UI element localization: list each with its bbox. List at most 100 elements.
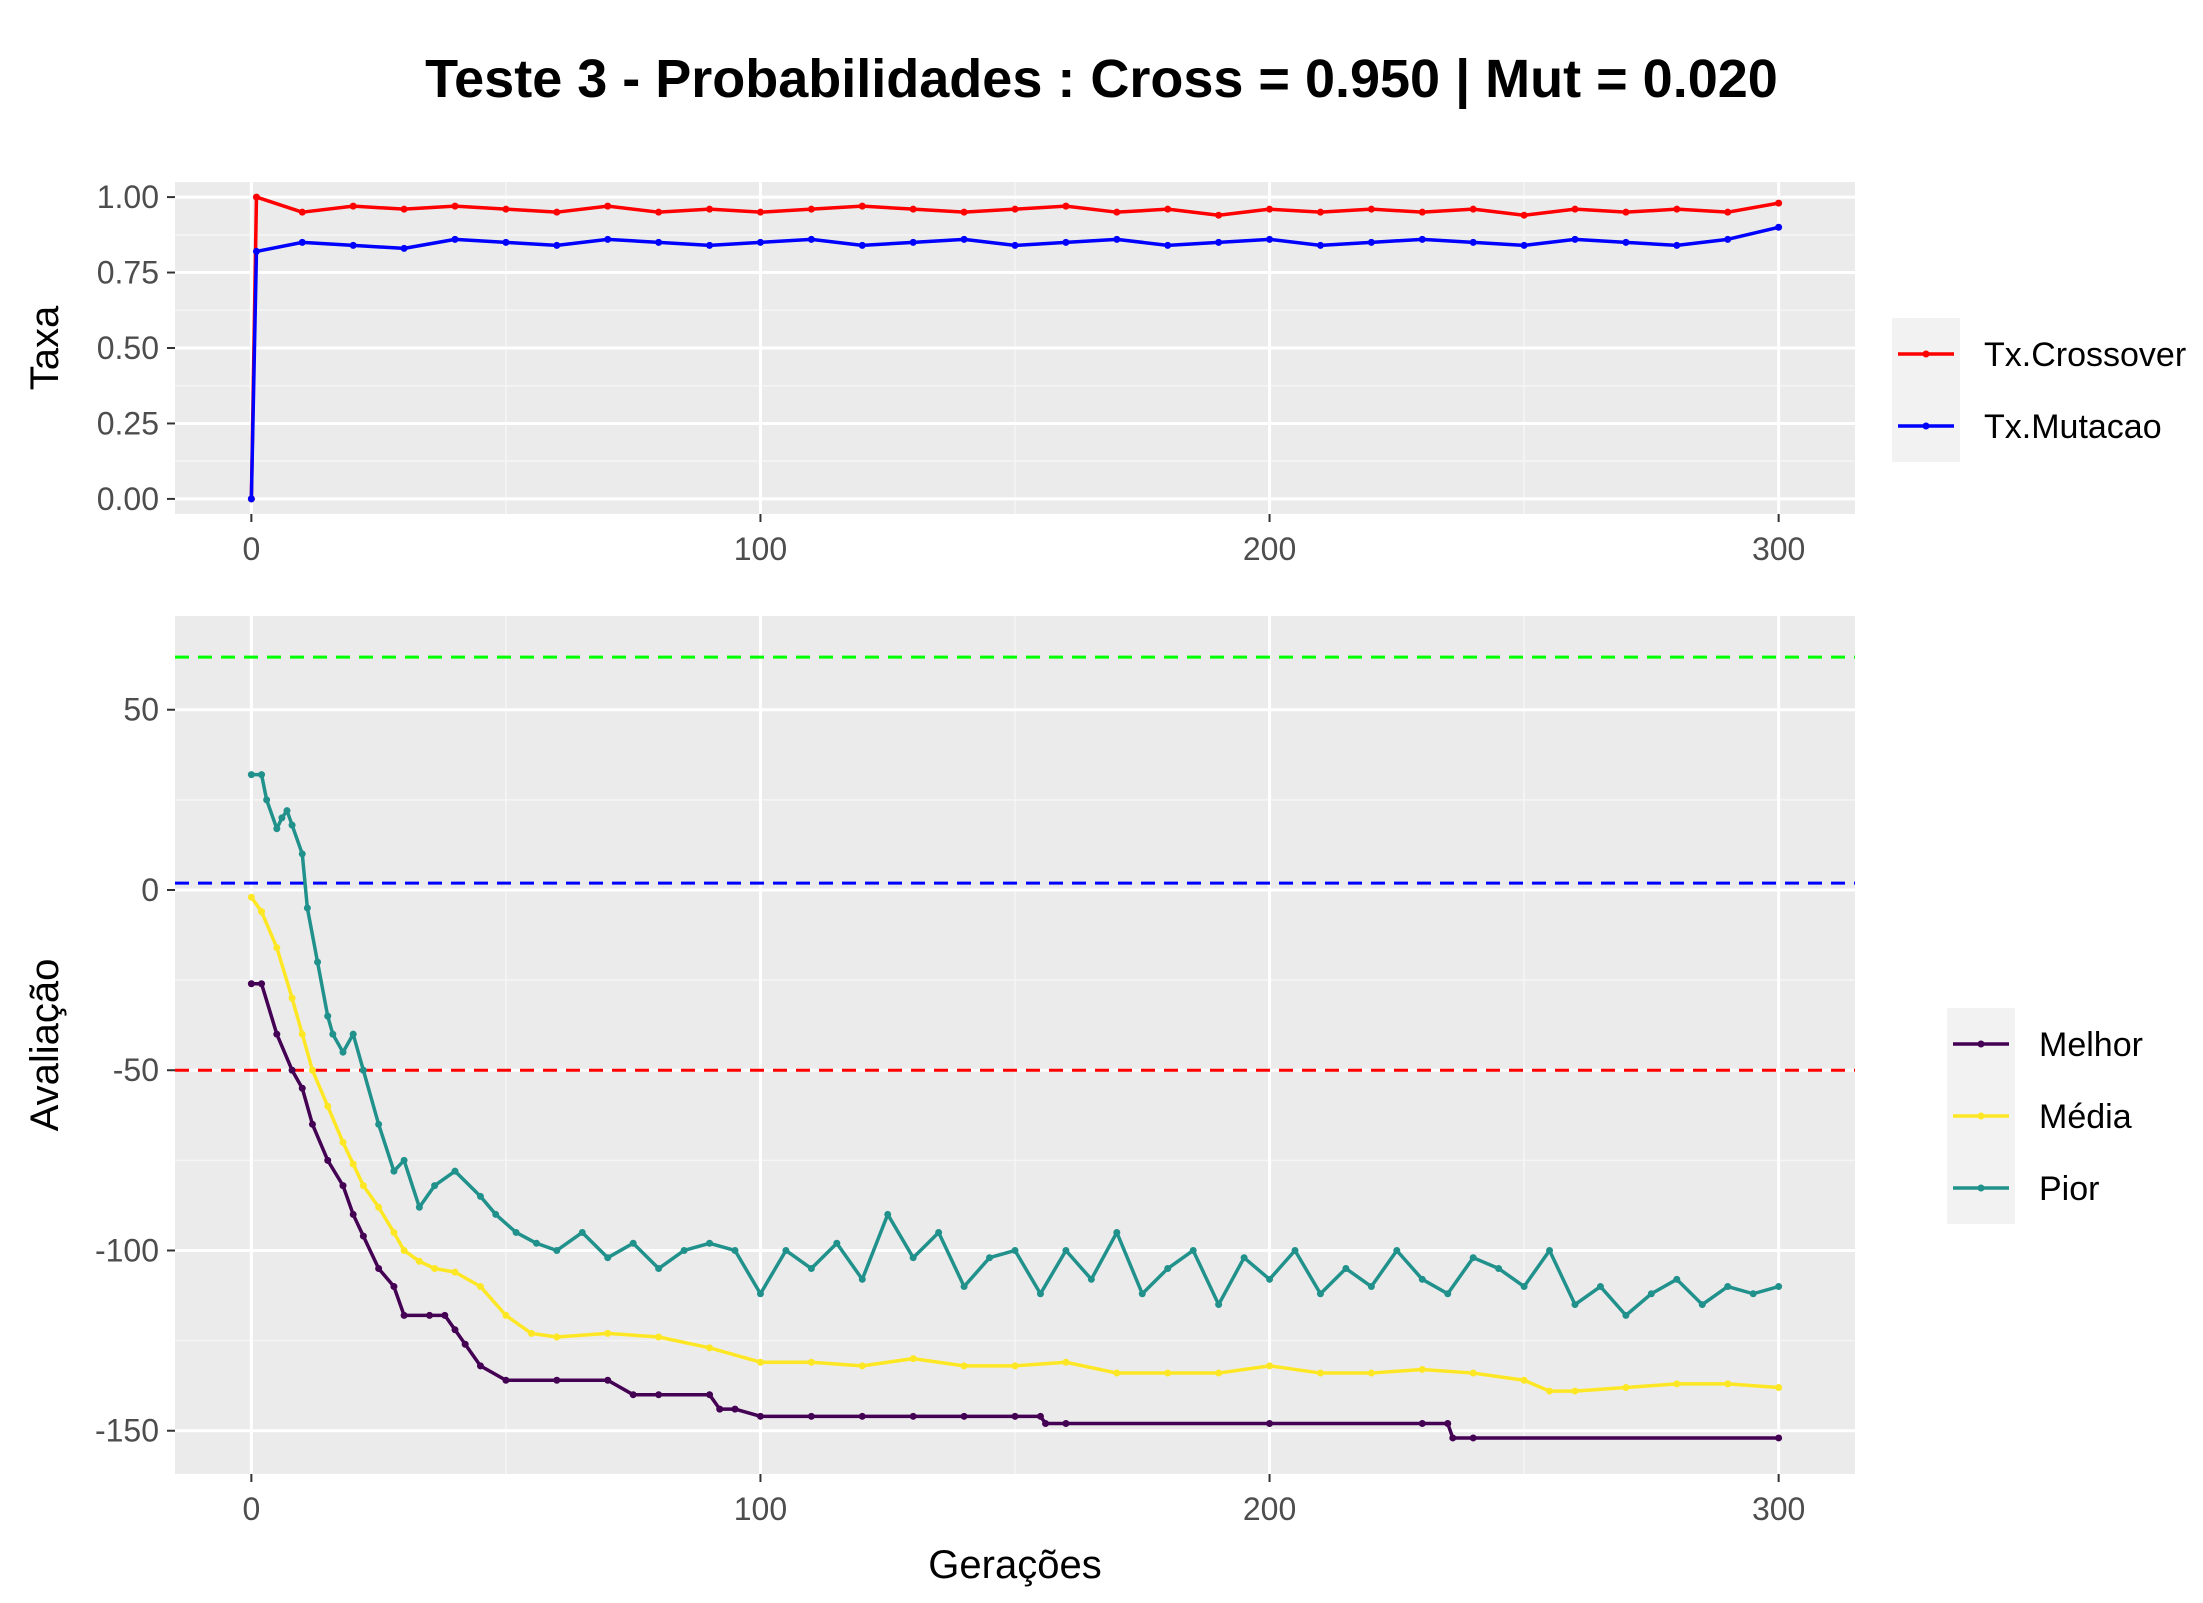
data-point [1775, 199, 1783, 207]
data-point [314, 958, 322, 966]
data-point [1724, 235, 1732, 243]
data-point [492, 1210, 500, 1218]
data-point [1036, 1412, 1044, 1420]
data-point [375, 1203, 383, 1211]
data-point [858, 1412, 866, 1420]
x-tick-label: 300 [1752, 1491, 1805, 1527]
data-point [1011, 241, 1019, 249]
data-point [1393, 1246, 1401, 1254]
data-point [716, 1405, 724, 1413]
data-point [553, 1376, 561, 1384]
data-point [655, 1333, 663, 1341]
data-point [1469, 1434, 1477, 1442]
data-point [502, 1376, 510, 1384]
x-tick-label: 300 [1752, 531, 1805, 567]
data-point [339, 1138, 347, 1146]
x-axis-title: Gerações [928, 1543, 1101, 1587]
data-point [1444, 1290, 1452, 1298]
data-point [782, 1246, 790, 1254]
data-point [400, 1156, 408, 1164]
data-point [1444, 1420, 1452, 1428]
data-point [1164, 205, 1172, 213]
data-point [273, 825, 281, 833]
y-axis-title: Taxa [23, 305, 67, 390]
data-point [1724, 208, 1732, 216]
data-point [308, 1066, 316, 1074]
data-point [960, 1412, 968, 1420]
data-point [960, 208, 968, 216]
data-point [553, 241, 561, 249]
data-point [1775, 1434, 1783, 1442]
data-point [1469, 205, 1477, 213]
data-point [706, 205, 714, 213]
data-point [1042, 1420, 1050, 1428]
data-point [375, 1120, 383, 1128]
data-point [1647, 1290, 1655, 1298]
data-point [451, 235, 459, 243]
data-point [756, 1412, 764, 1420]
data-point [390, 1283, 398, 1291]
data-point [884, 1210, 892, 1218]
data-point [258, 980, 266, 988]
x-tick-label: 100 [734, 531, 787, 567]
data-point [247, 893, 255, 901]
data-point [1316, 1290, 1324, 1298]
y-tick-label: 0.50 [97, 330, 159, 366]
data-point [1775, 1283, 1783, 1291]
data-point [252, 247, 260, 255]
data-point [283, 807, 291, 815]
data-point [390, 1228, 398, 1236]
data-point [1011, 1362, 1019, 1370]
data-point [553, 1333, 561, 1341]
data-point [1546, 1246, 1554, 1254]
data-point [288, 994, 296, 1002]
data-point [400, 205, 408, 213]
data-point [349, 1210, 357, 1218]
data-point [680, 1246, 688, 1254]
data-point [1520, 1283, 1528, 1291]
data-point [604, 1329, 612, 1337]
data-point [604, 1254, 612, 1262]
data-point [1775, 223, 1783, 231]
data-point [1418, 235, 1426, 243]
data-point [349, 202, 357, 210]
data-point [1062, 1246, 1070, 1254]
data-point [1698, 1301, 1706, 1309]
data-point [604, 235, 612, 243]
data-point [324, 1156, 332, 1164]
data-point [960, 235, 968, 243]
data-point [553, 208, 561, 216]
legend-label: Média [2039, 1098, 2132, 1136]
data-point [1062, 1358, 1070, 1366]
panel-1: 0 100 200 300 0.00 0.25 0.50 0.75 1.00 Taxa Tx.Cro… [23, 179, 2186, 567]
data-point [476, 1192, 484, 1200]
panel-2: 0 100 200 300 -150 -100 -50 0 50 Avaliação Geraçõe… [23, 616, 2143, 1587]
legend-label: Tx.Crossover [1984, 336, 2186, 374]
data-point [273, 944, 281, 952]
data-point [706, 241, 714, 249]
legend-key-point [1922, 422, 1930, 430]
data-point [1266, 1362, 1274, 1370]
y-tick-label: 1.00 [97, 179, 159, 215]
data-point [426, 1311, 434, 1319]
data-point [807, 235, 815, 243]
y-tick-label: 0.75 [97, 255, 159, 291]
data-point [858, 202, 866, 210]
data-point [451, 1326, 459, 1334]
y-axis-title: Avaliação [23, 959, 67, 1132]
data-point [532, 1239, 540, 1247]
data-point [258, 771, 266, 779]
data-point [1418, 1420, 1426, 1428]
data-point [655, 1265, 663, 1273]
data-point [359, 1232, 367, 1240]
data-point [1622, 208, 1630, 216]
data-point [1724, 1283, 1732, 1291]
legend-key-point [1977, 1184, 1985, 1192]
data-point [1113, 1369, 1121, 1377]
data-point [1367, 238, 1375, 246]
legend-key-point [1977, 1040, 1985, 1048]
data-point [706, 1391, 714, 1399]
data-point [1113, 208, 1121, 216]
data-point [390, 1167, 398, 1175]
data-point [1673, 1275, 1681, 1283]
